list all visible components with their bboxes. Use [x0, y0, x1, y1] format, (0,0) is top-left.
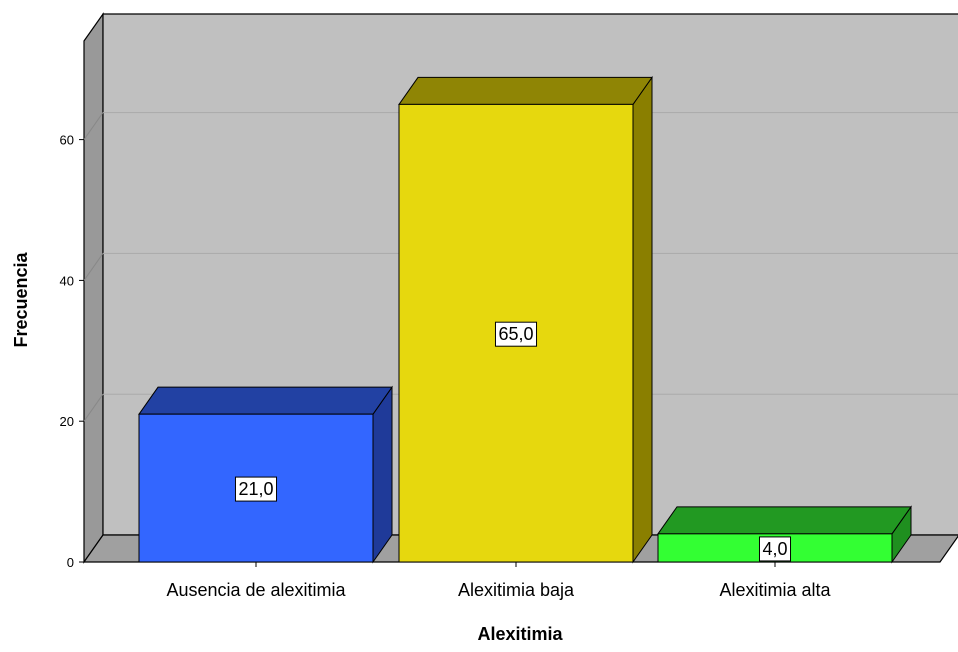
bar-top: [399, 77, 652, 104]
bar-top: [658, 507, 911, 534]
y-axis-title: Frecuencia: [11, 251, 31, 347]
y-tick-label: 60: [60, 133, 74, 148]
bar-top: [139, 387, 392, 414]
y-axis-ticks: 0 20 40 60: [60, 133, 84, 570]
data-label-text: 21,0: [238, 479, 273, 499]
x-axis-labels: Ausencia de alexitimia Alexitimia baja Ale…: [166, 562, 831, 600]
y-tick-label: 40: [60, 273, 74, 288]
y-tick-label: 0: [67, 555, 74, 570]
left-wall: [84, 14, 103, 562]
data-label: 4,0: [759, 537, 790, 561]
data-label: 65,0: [495, 322, 536, 346]
bar-3: 4,0: [658, 507, 911, 562]
x-tick-label: Ausencia de alexitimia: [166, 580, 346, 600]
data-label-text: 4,0: [762, 539, 787, 559]
bar-side: [373, 387, 392, 562]
data-label: 21,0: [235, 477, 276, 501]
bar-1: 21,0: [139, 387, 392, 562]
bar-side: [633, 77, 652, 562]
x-tick-label: Alexitimia alta: [719, 580, 831, 600]
data-label-text: 65,0: [498, 324, 533, 344]
x-tick-label: Alexitimia baja: [458, 580, 575, 600]
x-axis-title: Alexitimia: [477, 624, 563, 644]
y-tick-label: 20: [60, 414, 74, 429]
bar-2: 65,0: [399, 77, 652, 562]
